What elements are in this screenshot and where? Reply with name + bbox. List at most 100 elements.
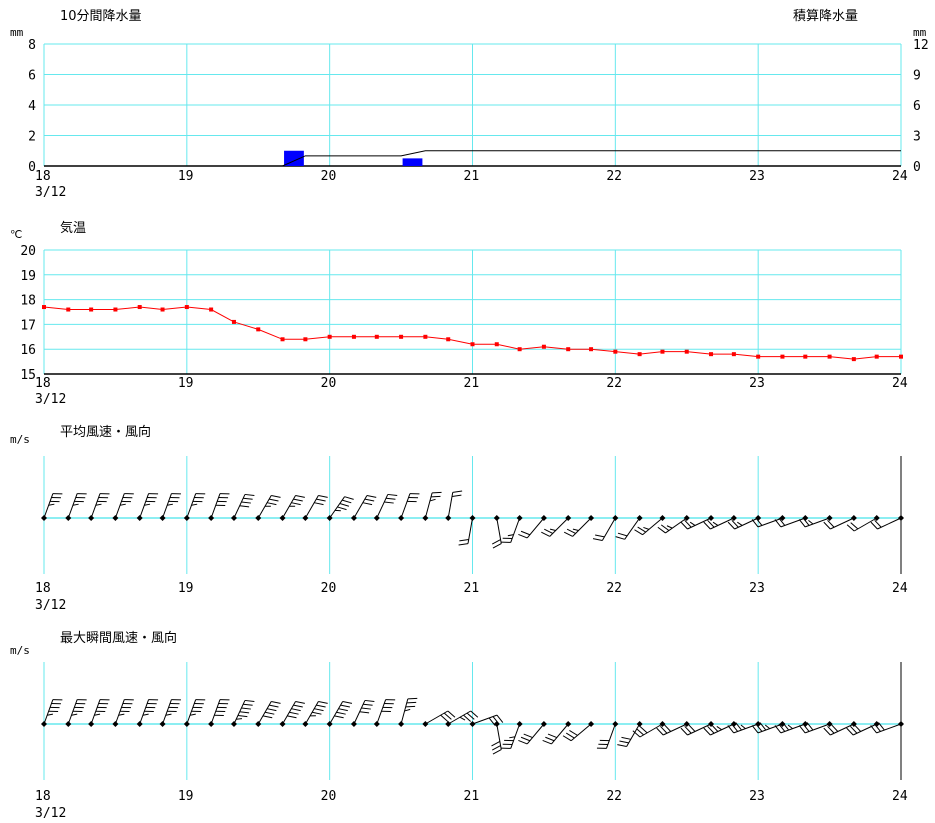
gust-wind-barb xyxy=(373,699,396,727)
mean-wind-barb-base xyxy=(730,515,737,521)
temp-ytick-label: 19 xyxy=(20,269,36,284)
gust-wind-barb-feather xyxy=(727,725,735,734)
gust-wind-barb-feather xyxy=(291,708,301,712)
gust-wind-barb-feather xyxy=(735,722,742,731)
cumulative-ytick-label: 0 xyxy=(913,160,921,175)
mean-wind-barb xyxy=(751,515,786,528)
mean-wind-barb-feather xyxy=(874,519,882,528)
mean-wind-barb-feather xyxy=(295,494,305,498)
gust-wind-barb xyxy=(562,721,595,742)
mean-wind-barb-base xyxy=(708,515,715,521)
gust-wind-barb-staff xyxy=(43,699,54,725)
mean-wind-barb xyxy=(208,493,230,521)
gust-wind-barb-staff xyxy=(830,723,855,736)
mean-wind-barb-feather xyxy=(684,519,692,528)
gust-wind-barb-feather xyxy=(295,700,305,704)
mean-wind-barb-feather xyxy=(572,528,579,531)
gust-wind-barb-feather xyxy=(496,714,504,723)
gust-wind-barb xyxy=(501,721,523,749)
gust-wind-barb-feather xyxy=(764,724,771,730)
mean-wind-barb-feather xyxy=(689,521,696,526)
mean-wind-barb xyxy=(846,515,880,532)
gust-wind-barb-feather xyxy=(239,711,250,714)
mean-wind-barb xyxy=(65,493,87,521)
mean-wind-barb xyxy=(445,490,463,521)
mean-wind-barb-feather xyxy=(615,536,625,540)
mean-wind-barb-staff xyxy=(642,517,663,536)
gust-wind-barb-feather xyxy=(314,708,324,712)
mean-wind-barb-feather xyxy=(755,517,763,526)
mean-wind-barb-staff xyxy=(510,517,521,543)
gust-wind-barb-feather xyxy=(509,736,516,739)
temp-point xyxy=(209,307,214,312)
gust-wind-barb xyxy=(632,721,666,738)
gust-wind-barb-base xyxy=(540,721,547,727)
mean-wind-barb-feather xyxy=(291,502,301,506)
mean-wind-barb-base xyxy=(422,515,429,521)
gust-wind-barb-feather xyxy=(189,713,196,716)
mean-wind-barb-staff xyxy=(601,517,616,541)
gust-wind-barb-staff xyxy=(353,700,366,725)
mean-wind-barb-staff xyxy=(710,517,735,530)
mean-wind-barb-feather xyxy=(366,494,377,498)
gust-wind-barb-feather xyxy=(569,729,578,736)
mean-wind-barb xyxy=(88,493,110,521)
mean-wind-barb-staff xyxy=(526,517,545,539)
mean-wind-barb-base xyxy=(255,515,262,521)
gust-wind-barb-feather xyxy=(463,714,471,722)
temp-point xyxy=(660,349,665,354)
mean-wind-barb-feather xyxy=(657,526,666,534)
mean-wind-barb-feather xyxy=(339,503,350,507)
gust-wind-barb-feather xyxy=(338,708,348,712)
gust-wind-barb-staff xyxy=(376,699,387,725)
gust-wind-barb-staff xyxy=(551,723,569,745)
gust-wind-barb xyxy=(846,721,880,736)
mean-wind-barb-staff xyxy=(282,495,296,519)
gust-wind-barb-feather xyxy=(759,722,767,731)
temp-point xyxy=(899,354,903,359)
gust-wind-barb-feather xyxy=(363,703,373,706)
temp-point xyxy=(280,337,285,342)
temp-point xyxy=(731,352,736,357)
precip-xdate-label: 3/12 xyxy=(35,185,66,200)
gust-wind-barb-base xyxy=(565,721,572,727)
gust-wind-barb-feather xyxy=(520,736,531,742)
gust-wind-barb-feather xyxy=(636,728,644,736)
gust-wind-barb-staff xyxy=(526,723,545,745)
mean-wind-barb-staff xyxy=(734,517,759,530)
mean-wind-barb-staff xyxy=(830,517,855,530)
mean-wind-barb-base xyxy=(279,515,286,521)
temp-point xyxy=(374,334,379,339)
gust-wind-barb-staff xyxy=(780,723,806,734)
temp-point xyxy=(684,349,689,354)
gust-wind-barb-feather xyxy=(491,740,501,747)
mean-wind-barb-base xyxy=(469,515,476,521)
gust-wind-barb-feather xyxy=(707,725,715,734)
mean-wind-barb-base xyxy=(588,515,595,521)
gust-wind-barb-base xyxy=(88,721,95,727)
gust-wind-barb-base xyxy=(779,721,786,727)
mean-wind-barb-feather xyxy=(778,517,786,526)
mean-wind-xtick-label: 23 xyxy=(749,581,765,596)
gust-wind-barb-staff xyxy=(329,701,344,725)
gust-wind-barb xyxy=(41,699,63,727)
gust-wind-barb xyxy=(88,699,110,727)
mean-wind-barb xyxy=(302,494,328,521)
gust-wind-barb-staff xyxy=(733,723,759,734)
gust-wind-barb-feather xyxy=(703,727,711,736)
gust-wind-barb-staff xyxy=(400,698,409,725)
temp-point xyxy=(184,305,189,310)
gust-wind-xdate-label: 3/12 xyxy=(35,806,66,821)
gust-wind-barb-base xyxy=(445,721,452,727)
temp-point xyxy=(113,307,118,312)
mean-wind-barb-staff xyxy=(257,495,272,519)
mean-wind-barb xyxy=(657,515,690,534)
gust-wind-barb-feather xyxy=(262,715,273,719)
mean-wind-barb-staff xyxy=(90,493,101,519)
mean-wind-barb-feather xyxy=(452,490,463,493)
gust-wind-barb-feather xyxy=(443,712,452,720)
temp-title: 気温 xyxy=(60,220,86,236)
gust-wind-barb-feather xyxy=(244,699,255,703)
gust-wind-barb-base xyxy=(302,721,309,727)
mean-wind-barb-feather xyxy=(48,503,55,506)
